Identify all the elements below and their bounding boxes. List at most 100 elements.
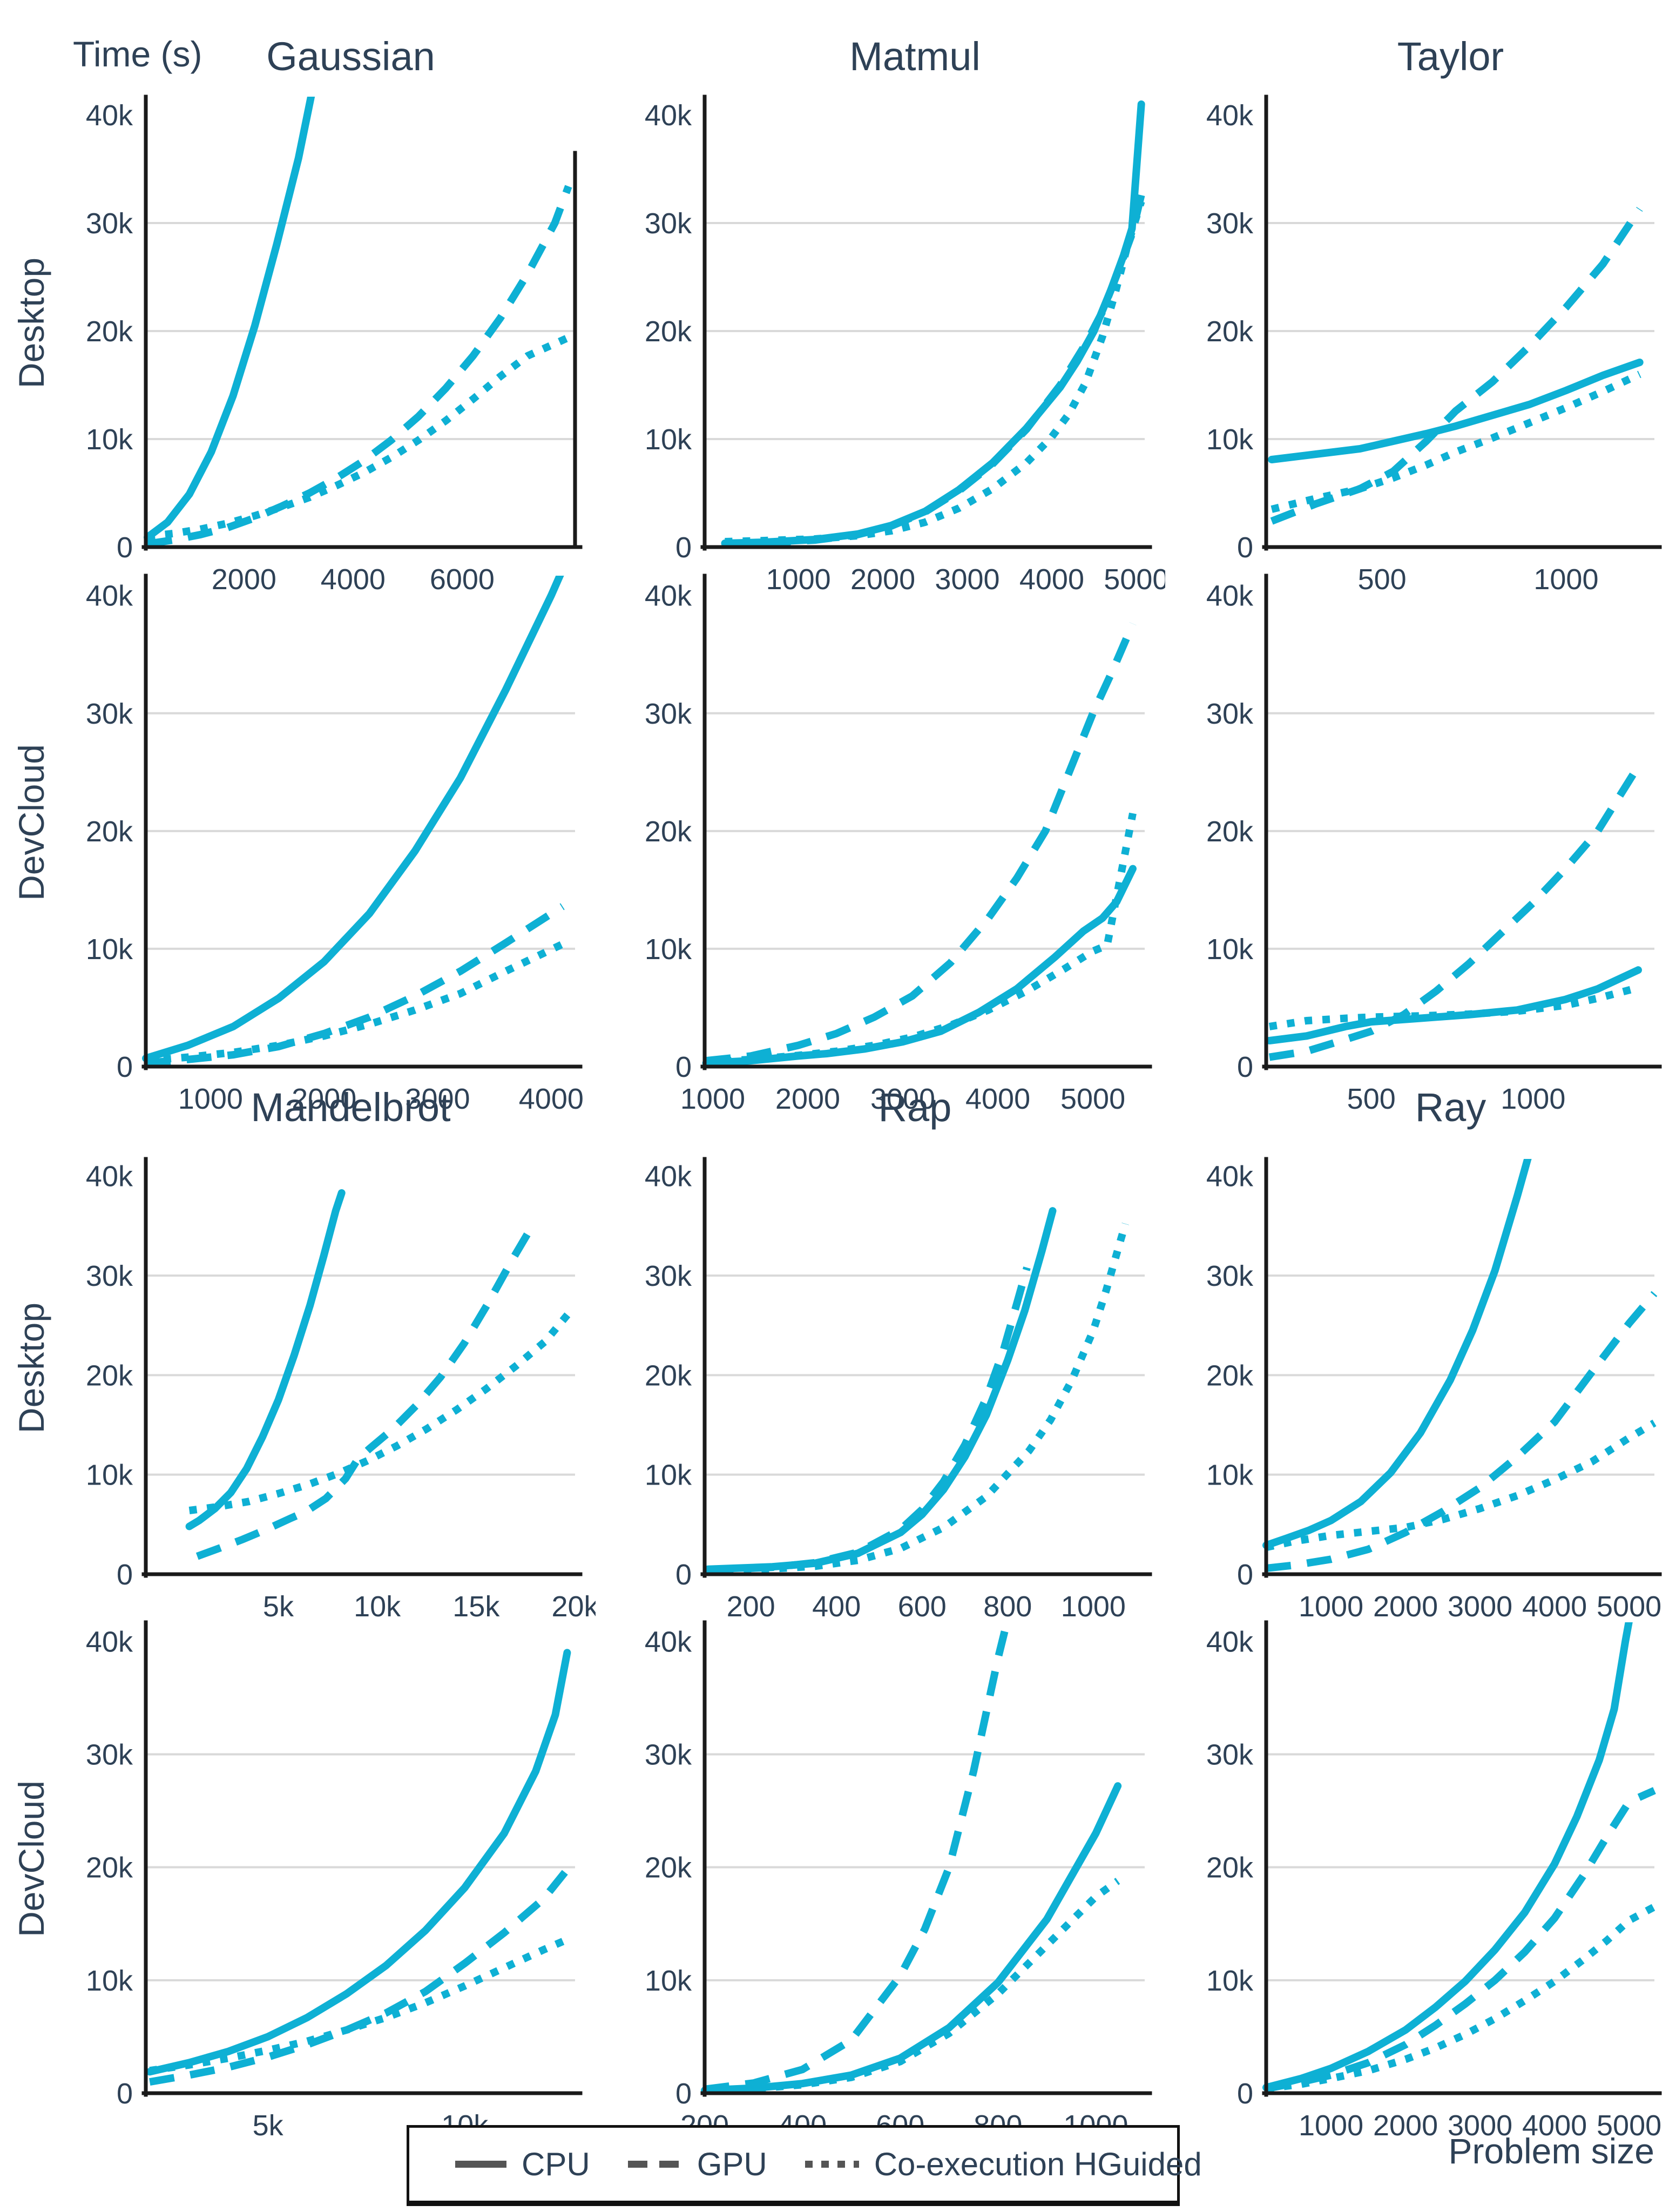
series-line-dashed-rap-devcloud xyxy=(704,1622,1011,2093)
series-line-dotted-ray-desktop xyxy=(1265,1419,1657,1552)
legend-line-swatch-icon xyxy=(455,2161,506,2168)
x-tick-label: 800 xyxy=(983,1590,1032,1623)
y-tick-label: 30k xyxy=(645,1260,692,1292)
x-tick-label: 3000 xyxy=(1448,2109,1512,2142)
row-label-devcloud-1: DevCloud xyxy=(11,744,51,901)
y-tick-label: 0 xyxy=(1237,531,1253,564)
chart-taylor-desktop: 0 10k 20k 30k 40k 500 1000 xyxy=(1206,95,1662,596)
x-tick-label: 5000 xyxy=(1060,1083,1125,1115)
series-line-solid-taylor-desktop xyxy=(1268,359,1644,463)
chart-taylor-devcloud: 0 10k 20k 30k 40k 500 1000 xyxy=(1206,574,1662,1115)
y-tick-label: 10k xyxy=(1206,1459,1254,1492)
y-axis-title: Time (s) xyxy=(73,34,202,74)
y-tick-label: 20k xyxy=(86,1852,133,1884)
x-tick-label: 5000 xyxy=(1104,563,1165,596)
chart-gaussian-devcloud: 0 10k 20k 30k 40k 1000 2000 3000 4000 xyxy=(86,574,584,1115)
x-tick-label: 20k xyxy=(551,1590,596,1623)
x-tick-label: 3000 xyxy=(870,1083,935,1115)
y-tick-label: 40k xyxy=(645,1161,692,1193)
y-tick-label: 40k xyxy=(645,99,692,132)
series-line-dashed-taylor-desktop xyxy=(1270,207,1643,525)
series-line-dotted-matmul-desktop xyxy=(725,200,1145,545)
y-tick-label: 20k xyxy=(1206,1359,1254,1392)
y-tick-label: 10k xyxy=(645,1459,692,1492)
series-line-dashed-mandelbrot-devcloud xyxy=(149,1867,570,2086)
y-tick-label: 20k xyxy=(645,315,692,348)
x-tick-label: 500 xyxy=(1347,1083,1396,1115)
series-line-dotted-rap-devcloud xyxy=(704,1878,1120,2094)
x-tick-label: 2000 xyxy=(775,1083,840,1115)
chart-gaussian-desktop: 0 10k 20k 30k 40k 2000 4000 6000 xyxy=(86,95,583,596)
series-line-dashed-gaussian-devcloud xyxy=(145,903,565,1067)
y-tick-label: 40k xyxy=(86,1161,133,1193)
series-line-dotted-ray-devcloud xyxy=(1266,1903,1657,2093)
y-tick-label: 0 xyxy=(117,1559,133,1591)
chart-ray-desktop: 0 10k 20k 30k 40k 1000 2000 3000 4000 5000 xyxy=(1206,1157,1662,1623)
legend-item-label: Co-execution HGuided xyxy=(874,2146,1202,2182)
legend-item-label: GPU xyxy=(697,2146,767,2182)
series-line-solid-taylor-devcloud xyxy=(1266,966,1642,1044)
x-tick-label: 10k xyxy=(354,1590,401,1623)
x-tick-label: 400 xyxy=(812,1590,861,1623)
chart-mandelbrot-desktop: 0 10k 20k 30k 40k 5k 10k 15k 20k xyxy=(86,1157,596,1623)
series-line-dotted-mandelbrot-devcloud xyxy=(149,1936,569,2075)
y-tick-label: 40k xyxy=(645,580,692,612)
x-tick-label: 1000 xyxy=(1299,1590,1363,1623)
x-tick-label: 600 xyxy=(898,1590,947,1623)
legend-item-dashed: GPU xyxy=(627,2146,767,2183)
y-tick-label: 20k xyxy=(86,315,133,348)
y-tick-label: 40k xyxy=(1206,1626,1254,1658)
x-tick-label: 1000 xyxy=(680,1083,745,1115)
series-line-dashed-rap-desktop xyxy=(707,1266,1031,1574)
y-tick-label: 40k xyxy=(86,99,133,132)
series-line-dashed-ray-desktop xyxy=(1266,1291,1658,1572)
x-tick-label: 1000 xyxy=(766,563,831,596)
chart-matmul-desktop: 0 10k 20k 30k 40k 1000 2000 3000 4000 5000 xyxy=(645,95,1165,596)
y-tick-label: 10k xyxy=(86,1965,133,1997)
y-tick-label: 10k xyxy=(86,1459,133,1492)
y-tick-label: 10k xyxy=(1206,933,1254,966)
y-tick-label: 0 xyxy=(675,2078,692,2110)
y-tick-label: 30k xyxy=(86,207,133,240)
y-tick-label: 0 xyxy=(1237,1559,1253,1591)
x-tick-label: 1000 xyxy=(178,1083,243,1115)
x-tick-label: 1000 xyxy=(1061,1590,1126,1623)
y-tick-label: 20k xyxy=(1206,815,1254,848)
series-line-solid-rap-desktop xyxy=(704,1207,1057,1573)
legend-line-swatch-icon xyxy=(805,2161,859,2168)
y-tick-label: 0 xyxy=(675,1559,692,1591)
x-tick-label: 2000 xyxy=(1373,1590,1438,1623)
legend-item-label: CPU xyxy=(522,2146,590,2182)
x-tick-label: 2000 xyxy=(212,563,276,596)
series-line-solid-matmul-desktop xyxy=(721,100,1145,547)
y-tick-label: 0 xyxy=(117,531,133,564)
chart-title: Rap xyxy=(878,1085,952,1130)
y-tick-label: 30k xyxy=(86,1739,133,1771)
y-tick-label: 20k xyxy=(86,1359,133,1392)
legend: CPU GPU Co-execution HGuided xyxy=(407,2125,1202,2206)
y-tick-label: 0 xyxy=(675,1051,692,1083)
x-tick-label: 6000 xyxy=(430,563,495,596)
series-line-solid-mandelbrot-devcloud xyxy=(146,1649,571,2076)
chart-title: Matmul xyxy=(849,34,981,79)
x-tick-label: 3000 xyxy=(1448,1590,1512,1623)
x-tick-label: 5k xyxy=(263,1590,294,1623)
x-tick-label: 4000 xyxy=(1019,563,1084,596)
series-line-dashed-matmul-devcloud xyxy=(705,622,1137,1065)
chart-title: Taylor xyxy=(1397,34,1504,79)
chart-matmul-devcloud: 0 10k 20k 30k 40k 1000 2000 3000 4000 5000 xyxy=(645,574,1152,1115)
y-tick-label: 30k xyxy=(1206,207,1254,240)
y-tick-label: 10k xyxy=(645,933,692,966)
x-axis-title: Problem size xyxy=(1448,2131,1654,2171)
y-tick-label: 20k xyxy=(645,1359,692,1392)
y-tick-label: 0 xyxy=(1237,1051,1253,1083)
y-tick-label: 40k xyxy=(1206,99,1254,132)
series-line-dashed-ray-devcloud xyxy=(1265,1787,1656,2093)
y-tick-label: 10k xyxy=(1206,423,1254,456)
y-tick-label: 0 xyxy=(1237,2078,1253,2110)
y-tick-label: 0 xyxy=(117,1051,133,1083)
x-tick-label: 15k xyxy=(452,1590,500,1623)
legend-item-dotted: Co-execution HGuided xyxy=(805,2146,1202,2183)
